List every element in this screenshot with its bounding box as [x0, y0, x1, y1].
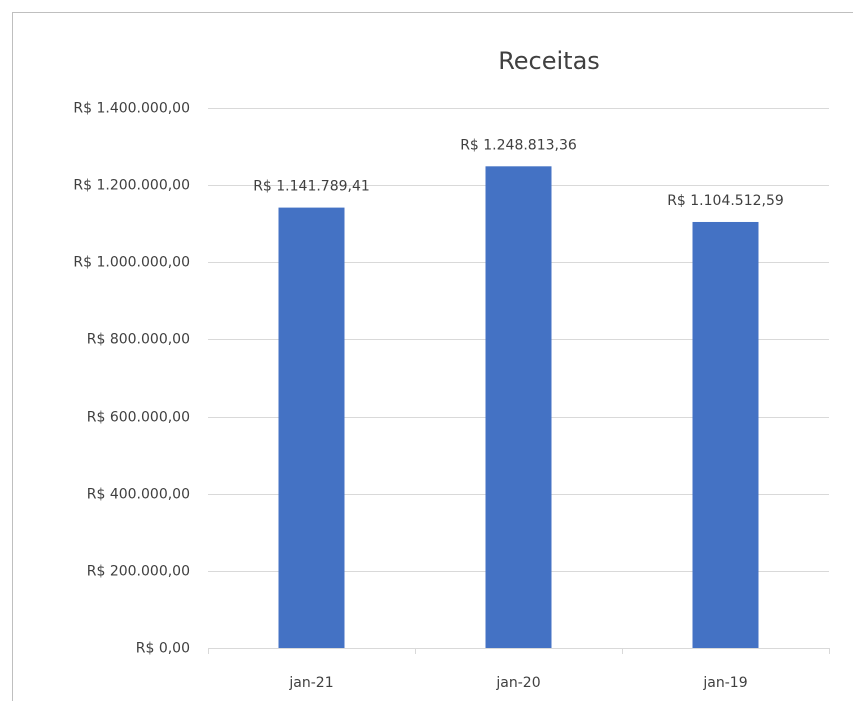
data-label: R$ 1.141.789,41	[253, 179, 370, 195]
x-tick-label: jan-19	[702, 675, 747, 691]
y-tick-label: R$ 400.000,00	[87, 487, 190, 503]
y-tick-label: R$ 0,00	[136, 641, 190, 657]
x-tick-label: jan-21	[288, 675, 333, 691]
y-tick-label: R$ 1.200.000,00	[73, 178, 190, 194]
data-label: R$ 1.104.512,59	[667, 193, 784, 209]
y-tick-label: R$ 1.400.000,00	[73, 101, 190, 117]
chart-title: Receitas	[498, 47, 600, 75]
y-tick-label: R$ 800.000,00	[87, 332, 190, 348]
bar	[278, 207, 345, 648]
x-tick-label: jan-20	[495, 675, 540, 691]
y-tick-label: R$ 1.000.000,00	[73, 255, 190, 271]
y-tick-label: R$ 200.000,00	[87, 564, 190, 580]
data-label: R$ 1.248.813,36	[460, 137, 577, 153]
bar	[485, 166, 552, 648]
bar	[692, 221, 759, 649]
y-tick-label: R$ 600.000,00	[87, 410, 190, 426]
